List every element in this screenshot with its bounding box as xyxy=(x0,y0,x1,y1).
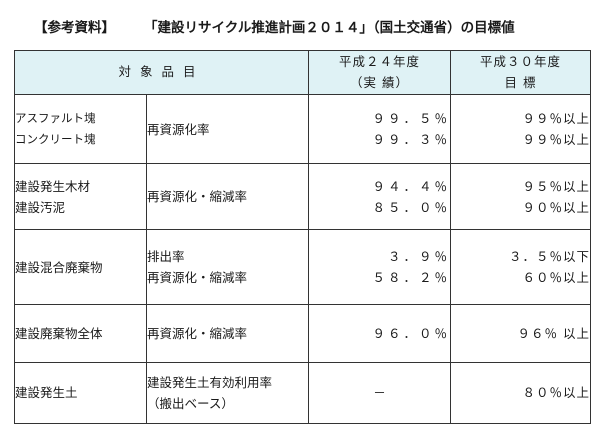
fy30-value: ３．５％以下 xyxy=(509,249,591,265)
header-fy24-note: （実 績） xyxy=(350,75,409,91)
indicator-label: 再資源化・縮減率 xyxy=(147,189,248,205)
indicator-cell: 建設発生土有効利用率 （搬出ベース） xyxy=(145,361,310,425)
fy30-value: ９９％以上 xyxy=(522,111,591,127)
header-fy30: 平成３０年度 目 標 xyxy=(450,50,592,95)
indicator-label: 建設発生土有効利用率 xyxy=(147,374,273,390)
indicator-cell: 再資源化・縮減率 xyxy=(145,304,310,363)
item-cell: 建設発生土 xyxy=(14,361,147,425)
table-header-row: 対象品目 平成２４年度 （実 績） 平成３０年度 目 標 xyxy=(13,50,592,95)
item-cell: 建設発生木材 建設汚泥 xyxy=(14,163,147,230)
indicator-cell: 再資源化率 xyxy=(145,93,310,165)
fy30-cell: ９９％以上 ９９％以上 xyxy=(450,93,592,165)
recycling-targets-table: 対象品目 平成２４年度 （実 績） 平成３０年度 目 標 アスファルト塊 コンク… xyxy=(13,50,592,425)
fy30-value: ６０％以上 xyxy=(522,270,591,286)
fy24-cell: ３．９％ ５８．２％ xyxy=(308,228,452,306)
fy24-value: ９４．４％ xyxy=(372,178,451,194)
table-row: 建設発生木材 建設汚泥 再資源化・縮減率 ９４．４％ ８５．０％ ９５％以上 ９… xyxy=(14,163,592,230)
fy24-value: ３．９％ xyxy=(388,249,451,265)
fy30-value: ９５％以上 xyxy=(522,178,591,194)
item-concrete: コンクリート塊 xyxy=(15,132,96,147)
reference-label: 【参考資料】 xyxy=(34,20,115,36)
item-wood: 建設発生木材 xyxy=(15,178,91,194)
fy30-cell: ８０％以上 xyxy=(450,361,592,425)
indicator-label: 再資源化・縮減率 xyxy=(147,270,248,286)
item-mixed-waste: 建設混合廃棄物 xyxy=(15,259,103,275)
item-asphalt: アスファルト塊 xyxy=(15,111,96,126)
table-row: 建設廃棄物全体 再資源化・縮減率 ９６．０％ ９６％ 以上 xyxy=(14,304,592,363)
item-all-waste: 建設廃棄物全体 xyxy=(15,326,103,342)
indicator-label: 再資源化・縮減率 xyxy=(147,326,248,342)
fy30-value: ９６％ 以上 xyxy=(517,326,591,342)
fy30-value: ９０％以上 xyxy=(522,199,591,215)
fy24-value: ９９．３％ xyxy=(372,132,451,148)
header-fy30-note: 目 標 xyxy=(504,75,537,91)
table-row: 建設混合廃棄物 排出率 再資源化・縮減率 ３．９％ ５８．２％ ３．５％以下 ６… xyxy=(14,228,592,306)
indicator-label: 排出率 xyxy=(147,249,185,265)
fy24-cell: ９６．０％ xyxy=(308,304,452,363)
table-row: 建設発生土 建設発生土有効利用率 （搬出ベース） － ８０％以上 xyxy=(14,361,592,425)
fy24-value: ５８．２％ xyxy=(372,270,451,286)
header-target-items: 対象品目 xyxy=(13,50,310,95)
fy30-value: ８０％以上 xyxy=(522,385,591,401)
fy24-value: ９９．５％ xyxy=(372,111,451,127)
header-fy24-year: 平成２４年度 xyxy=(339,54,421,70)
fy24-value: ８５．０％ xyxy=(372,199,451,215)
item-cell: 建設混合廃棄物 xyxy=(14,228,147,306)
item-cell: 建設廃棄物全体 xyxy=(14,304,147,363)
fy24-cell: ９４．４％ ８５．０％ xyxy=(308,163,452,230)
fy30-cell: ９５％以上 ９０％以上 xyxy=(450,163,592,230)
indicator-cell: 再資源化・縮減率 xyxy=(145,163,310,230)
header-fy30-year: 平成３０年度 xyxy=(480,54,562,70)
item-sludge: 建設汚泥 xyxy=(15,199,66,215)
document-title: 「建設リサイクル推進計画２０１４」（国土交通省）の目標値 xyxy=(144,20,515,36)
item-cell: アスファルト塊 コンクリート塊 xyxy=(14,93,147,165)
header-fy24: 平成２４年度 （実 績） xyxy=(308,50,452,95)
indicator-label: 再資源化率 xyxy=(147,121,210,137)
fy30-cell: ３．５％以下 ６０％以上 xyxy=(450,228,592,306)
fy30-cell: ９６％ 以上 xyxy=(450,304,592,363)
fy24-cell: － xyxy=(308,361,452,425)
fy24-cell: ９９．５％ ９９．３％ xyxy=(308,93,452,165)
table-row: アスファルト塊 コンクリート塊 再資源化率 ９９．５％ ９９．３％ ９９％以上 … xyxy=(14,93,592,165)
indicator-cell: 排出率 再資源化・縮減率 xyxy=(145,228,310,306)
fy24-value: ９６．０％ xyxy=(372,326,451,342)
indicator-label: （搬出ベース） xyxy=(147,395,234,411)
fy30-value: ９９％以上 xyxy=(522,132,591,148)
item-surplus-soil: 建設発生土 xyxy=(15,385,78,401)
fy24-value: － xyxy=(373,385,386,401)
document-heading: 【参考資料】 「建設リサイクル推進計画２０１４」（国土交通省）の目標値 xyxy=(34,16,590,36)
